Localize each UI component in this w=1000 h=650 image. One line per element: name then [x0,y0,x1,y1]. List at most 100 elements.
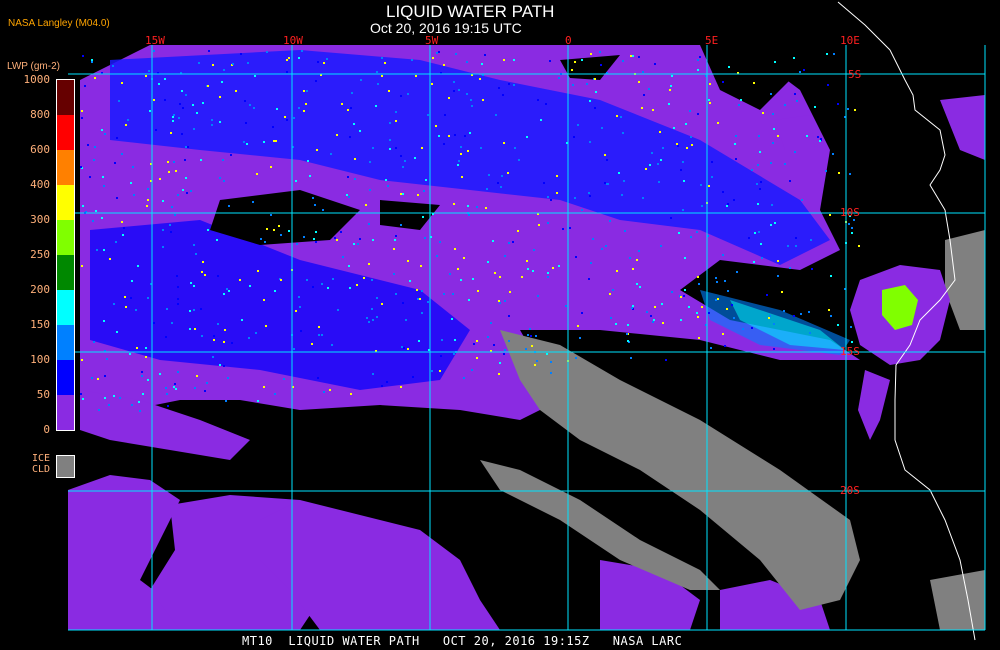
speckle-pixel [722,81,724,83]
speckle-pixel [121,153,123,155]
speckle-pixel [740,99,742,101]
speckle-pixel [685,123,687,125]
speckle-pixel [473,343,475,345]
speckle-pixel [295,180,297,182]
speckle-pixel [104,375,106,377]
lon-label: 10E [840,34,860,47]
speckle-pixel [257,400,259,402]
speckle-pixel [176,275,178,277]
speckle-pixel [508,340,510,342]
speckle-pixel [346,194,348,196]
speckle-pixel [172,120,174,122]
speckle-pixel [368,223,370,225]
speckle-pixel [169,224,171,226]
speckle-pixel [487,261,489,263]
speckle-pixel [699,56,701,58]
speckle-pixel [751,169,753,171]
speckle-pixel [495,114,497,116]
speckle-pixel [266,228,268,230]
speckle-pixel [402,193,404,195]
speckle-pixel [164,99,166,101]
speckle-pixel [453,81,455,83]
ice-cloud-region [930,570,985,630]
speckle-pixel [418,340,420,342]
speckle-pixel [670,217,672,219]
speckle-pixel [323,391,325,393]
speckle-pixel [423,190,425,192]
speckle-pixel [407,348,409,350]
speckle-pixel [171,206,173,208]
title-text: LIQUID WATER PATH [386,2,555,21]
speckle-pixel [217,323,219,325]
speckle-pixel [722,191,724,193]
speckle-pixel [81,110,83,112]
speckle-pixel [604,182,606,184]
speckle-pixel [264,241,266,243]
speckle-pixel [407,260,409,262]
speckle-pixel [106,358,108,360]
speckle-pixel [395,147,397,149]
speckle-pixel [177,286,179,288]
speckle-pixel [572,84,574,86]
speckle-pixel [147,199,149,201]
speckle-pixel [697,276,699,278]
speckle-pixel [545,103,547,105]
colorbar-segment [57,395,74,430]
speckle-pixel [422,216,424,218]
speckle-pixel [660,159,662,161]
speckle-pixel [661,303,663,305]
speckle-pixel [219,121,221,123]
speckle-pixel [419,298,421,300]
speckle-pixel [849,173,851,175]
speckle-pixel [662,147,664,149]
speckle-pixel [753,82,755,84]
speckle-pixel [649,164,651,166]
speckle-pixel [80,393,82,395]
colorbar-tick-label: 300 [30,213,50,226]
speckle-pixel [858,245,860,247]
speckle-pixel [296,243,298,245]
speckle-pixel [168,171,170,173]
speckle-pixel [671,75,673,77]
speckle-pixel [138,401,140,403]
speckle-pixel [654,63,656,65]
speckle-pixel [773,348,775,350]
speckle-pixel [175,170,177,172]
speckle-pixel [292,386,294,388]
speckle-pixel [327,287,329,289]
speckle-pixel [157,72,159,74]
speckle-pixel [270,214,272,216]
speckle-pixel [400,224,402,226]
speckle-pixel [82,55,84,57]
speckle-pixel [372,319,374,321]
speckle-pixel [249,285,251,287]
speckle-pixel [189,328,191,330]
speckle-pixel [411,59,413,61]
speckle-pixel [273,229,275,231]
speckle-pixel [372,373,374,375]
speckle-pixel [288,230,290,232]
speckle-pixel [630,357,632,359]
speckle-pixel [317,61,319,63]
speckle-pixel [298,57,300,59]
speckle-pixel [300,330,302,332]
speckle-pixel [265,325,267,327]
speckle-pixel [306,279,308,281]
colorbar-segment [57,325,74,360]
speckle-pixel [368,321,370,323]
speckle-pixel [665,359,667,361]
speckle-pixel [298,296,300,298]
speckle-pixel [468,214,470,216]
speckle-pixel [794,93,796,95]
speckle-pixel [452,293,454,295]
speckle-pixel [219,364,221,366]
speckle-pixel [471,74,473,76]
speckle-pixel [312,286,314,288]
speckle-pixel [650,315,652,317]
speckle-pixel [748,237,750,239]
speckle-pixel [769,315,771,317]
speckle-pixel [761,257,763,259]
speckle-pixel [354,178,356,180]
speckle-pixel [543,182,545,184]
speckle-pixel [716,281,718,283]
